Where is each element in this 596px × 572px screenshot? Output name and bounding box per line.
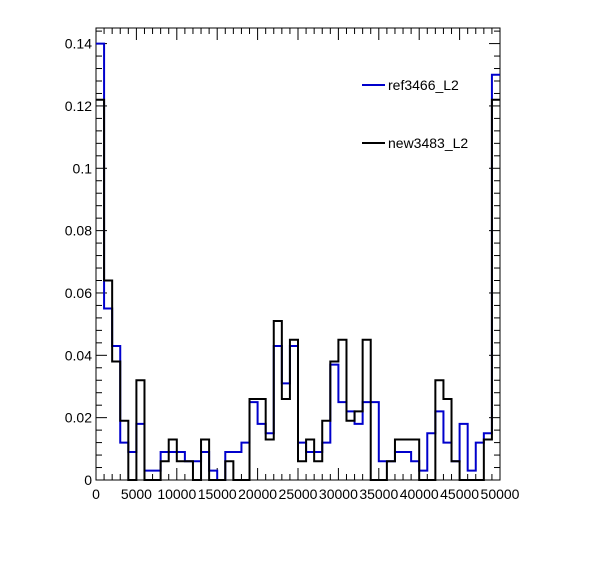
y-tick-label: 0.02 bbox=[65, 410, 92, 426]
x-tick-label: 15000 bbox=[198, 486, 237, 502]
x-tick-label: 5000 bbox=[121, 486, 152, 502]
y-tick-label: 0 bbox=[84, 472, 92, 488]
y-tick-label: 0.12 bbox=[65, 98, 92, 114]
legend-label-new3483-l2: new3483_L2 bbox=[388, 135, 468, 151]
y-tick-label: 0.1 bbox=[73, 160, 93, 176]
x-tick-label: 40000 bbox=[400, 486, 439, 502]
y-axis-ticks: 0 0.02 0.04 0.06 0.08 0.1 0.12 0.14 bbox=[65, 30, 500, 488]
series-line-new3483-l2 bbox=[96, 98, 500, 481]
x-tick-label: 0 bbox=[92, 486, 100, 502]
series-lines bbox=[96, 42, 500, 481]
legend-label-ref3466-l2: ref3466_L2 bbox=[388, 77, 459, 93]
y-tick-label: 0.06 bbox=[65, 285, 92, 301]
x-tick-label: 35000 bbox=[359, 486, 398, 502]
x-tick-label: 10000 bbox=[157, 486, 196, 502]
y-tick-label: 0.14 bbox=[65, 36, 92, 52]
legend-box bbox=[356, 65, 484, 175]
x-tick-label: 25000 bbox=[279, 486, 318, 502]
x-tick-label: 30000 bbox=[319, 486, 358, 502]
y-tick-label: 0.08 bbox=[65, 223, 92, 239]
x-tick-label: 50000 bbox=[481, 486, 520, 502]
x-tick-label: 45000 bbox=[440, 486, 479, 502]
x-tick-label: 20000 bbox=[238, 486, 277, 502]
y-tick-label: 0.04 bbox=[65, 347, 92, 363]
